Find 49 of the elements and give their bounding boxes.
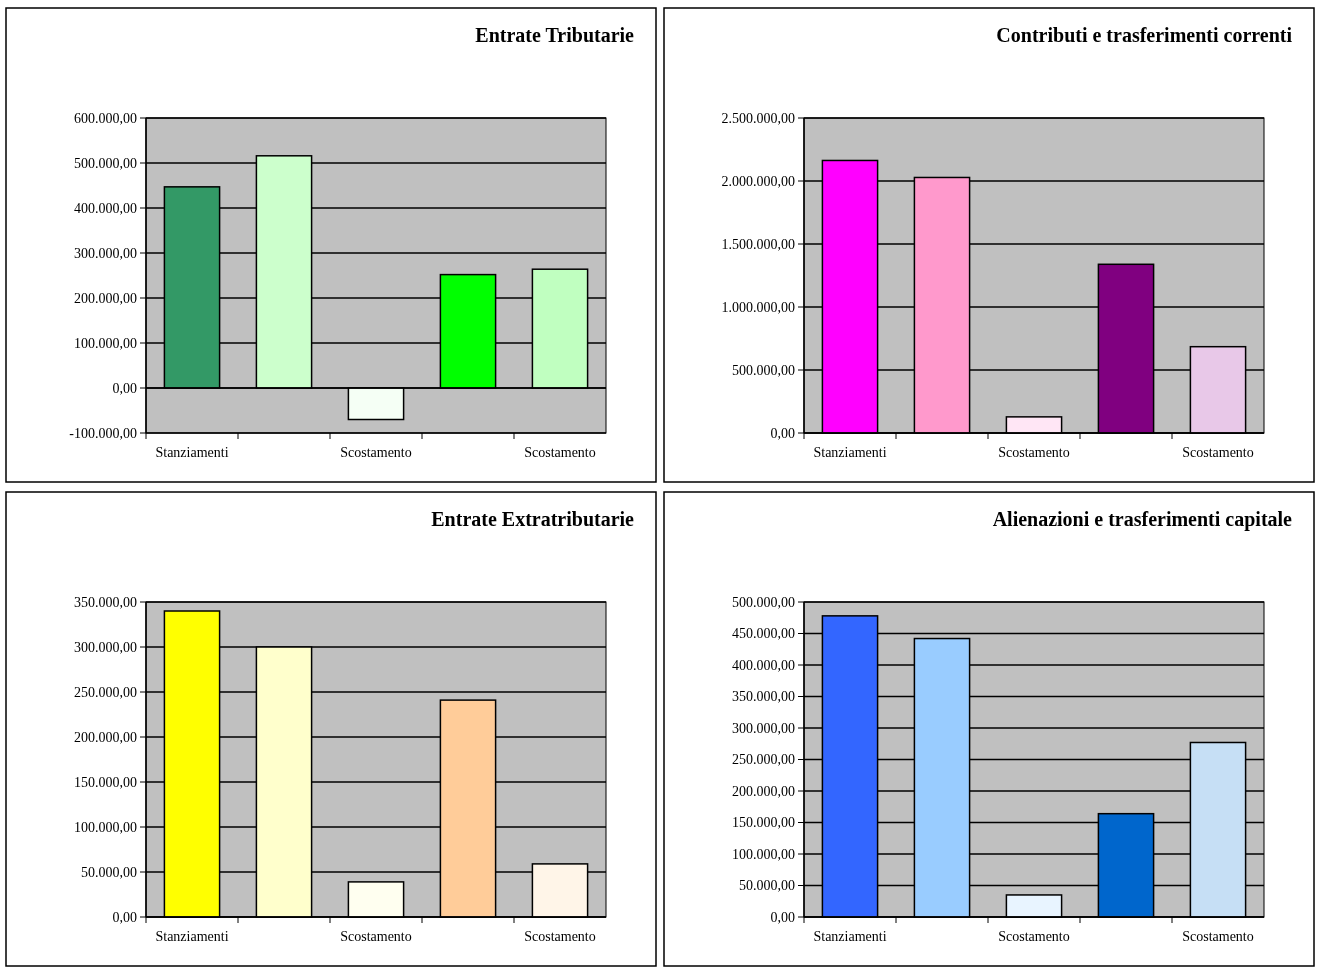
- y-tick-label: 350.000,00: [732, 689, 795, 705]
- y-tick-label: 200.000,00: [74, 729, 137, 745]
- y-tick-label: 600.000,00: [74, 110, 137, 126]
- y-tick-label: 350.000,00: [74, 594, 137, 610]
- x-tick-label: Scostamento: [1182, 445, 1254, 460]
- x-tick-label: Stanziamenti: [155, 929, 229, 944]
- x-tick-label: Stanziamenti: [155, 445, 229, 460]
- y-tick-label: 150.000,00: [74, 774, 137, 790]
- y-tick-label: 150.000,00: [732, 815, 795, 831]
- y-tick-label: 200.000,00: [732, 783, 795, 799]
- chart-title: Entrate Tributarie: [475, 24, 635, 46]
- y-tick-label: 2.000.000,00: [721, 173, 795, 189]
- y-tick-label: 1.000.000,00: [721, 299, 795, 315]
- y-tick-label: 300.000,00: [74, 639, 137, 655]
- y-tick-label: 450.000,00: [732, 626, 795, 642]
- y-tick-label: 250.000,00: [74, 684, 137, 700]
- x-tick-label: Scostamento: [340, 445, 412, 460]
- x-tick-label: Scostamento: [998, 929, 1070, 944]
- y-tick-label: 200.000,00: [74, 290, 137, 306]
- y-tick-label: 2.500.000,00: [721, 110, 795, 126]
- x-tick-label: Scostamento: [998, 445, 1070, 460]
- y-tick-label: 400.000,00: [74, 200, 137, 216]
- y-tick-label: 500.000,00: [732, 362, 795, 378]
- y-tick-label: 0,00: [112, 909, 137, 925]
- y-tick-label: 100.000,00: [74, 819, 137, 835]
- chart-title: Entrate Extratributarie: [431, 508, 635, 530]
- x-tick-label: Scostamento: [1182, 929, 1254, 944]
- y-tick-label: 1.500.000,00: [721, 236, 795, 252]
- y-tick-label: 400.000,00: [732, 657, 795, 673]
- y-tick-label: 300.000,00: [74, 245, 137, 261]
- x-tick-label: Stanziamenti: [813, 929, 887, 944]
- y-tick-label: 50.000,00: [739, 878, 795, 894]
- y-tick-label: 0,00: [770, 425, 795, 441]
- x-tick-label: Stanziamenti: [813, 445, 887, 460]
- y-tick-label: 500.000,00: [732, 594, 795, 610]
- x-tick-label: Scostamento: [340, 929, 412, 944]
- x-tick-label: Scostamento: [524, 445, 596, 460]
- y-tick-label: 300.000,00: [732, 720, 795, 736]
- y-tick-label: 100.000,00: [74, 335, 137, 351]
- chart-title: Contributi e trasferimenti correnti: [996, 24, 1293, 46]
- chart-title: Alienazioni e trasferimenti capitale: [992, 508, 1293, 531]
- y-tick-label: 0,00: [770, 909, 795, 925]
- y-tick-label: 100.000,00: [732, 846, 795, 862]
- x-tick-label: Scostamento: [524, 929, 596, 944]
- y-tick-label: -100.000,00: [69, 425, 137, 441]
- y-tick-label: 0,00: [112, 380, 137, 396]
- y-tick-label: 250.000,00: [732, 752, 795, 768]
- y-tick-label: 50.000,00: [81, 864, 137, 880]
- y-tick-label: 500.000,00: [74, 155, 137, 171]
